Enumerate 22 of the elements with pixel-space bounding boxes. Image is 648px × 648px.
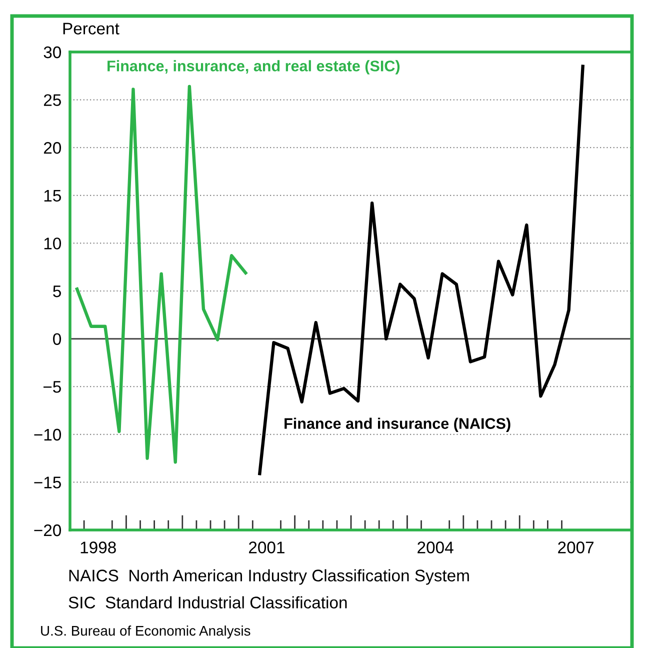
x-tick-label: 2001 xyxy=(249,542,284,554)
line-series xyxy=(75,84,248,464)
y-tick-label: 20 xyxy=(44,142,62,154)
y-tick-label: 10 xyxy=(44,238,62,250)
y-axis-title: Percent xyxy=(63,22,120,34)
y-tick-label: −10 xyxy=(34,428,62,441)
y-tick-label: −20 xyxy=(34,524,62,536)
y-tick-label: 5 xyxy=(53,286,61,298)
text: U.S. Bureau of Economic Analysis xyxy=(41,626,250,638)
y-tick-label: 0 xyxy=(53,333,62,346)
y-tick-label: 15 xyxy=(44,190,61,202)
x-tick-label: 2004 xyxy=(418,542,454,554)
y-tick-label: 30 xyxy=(44,46,62,58)
series-label: Finance and insurance (NAICS) xyxy=(284,418,510,432)
series-label: Finance, insurance, and real estate (SIC) xyxy=(108,60,400,74)
y-tick-label: −5 xyxy=(43,381,61,393)
text: NAICS North American Industry Classification System xyxy=(69,569,469,585)
y-tick-label: 25 xyxy=(44,94,61,106)
text: SIC Standard Industrial Classification xyxy=(68,596,347,608)
x-tick-label: 1998 xyxy=(80,542,116,554)
x-tick-label: 2007 xyxy=(558,542,594,554)
y-tick-label: −15 xyxy=(34,476,61,488)
